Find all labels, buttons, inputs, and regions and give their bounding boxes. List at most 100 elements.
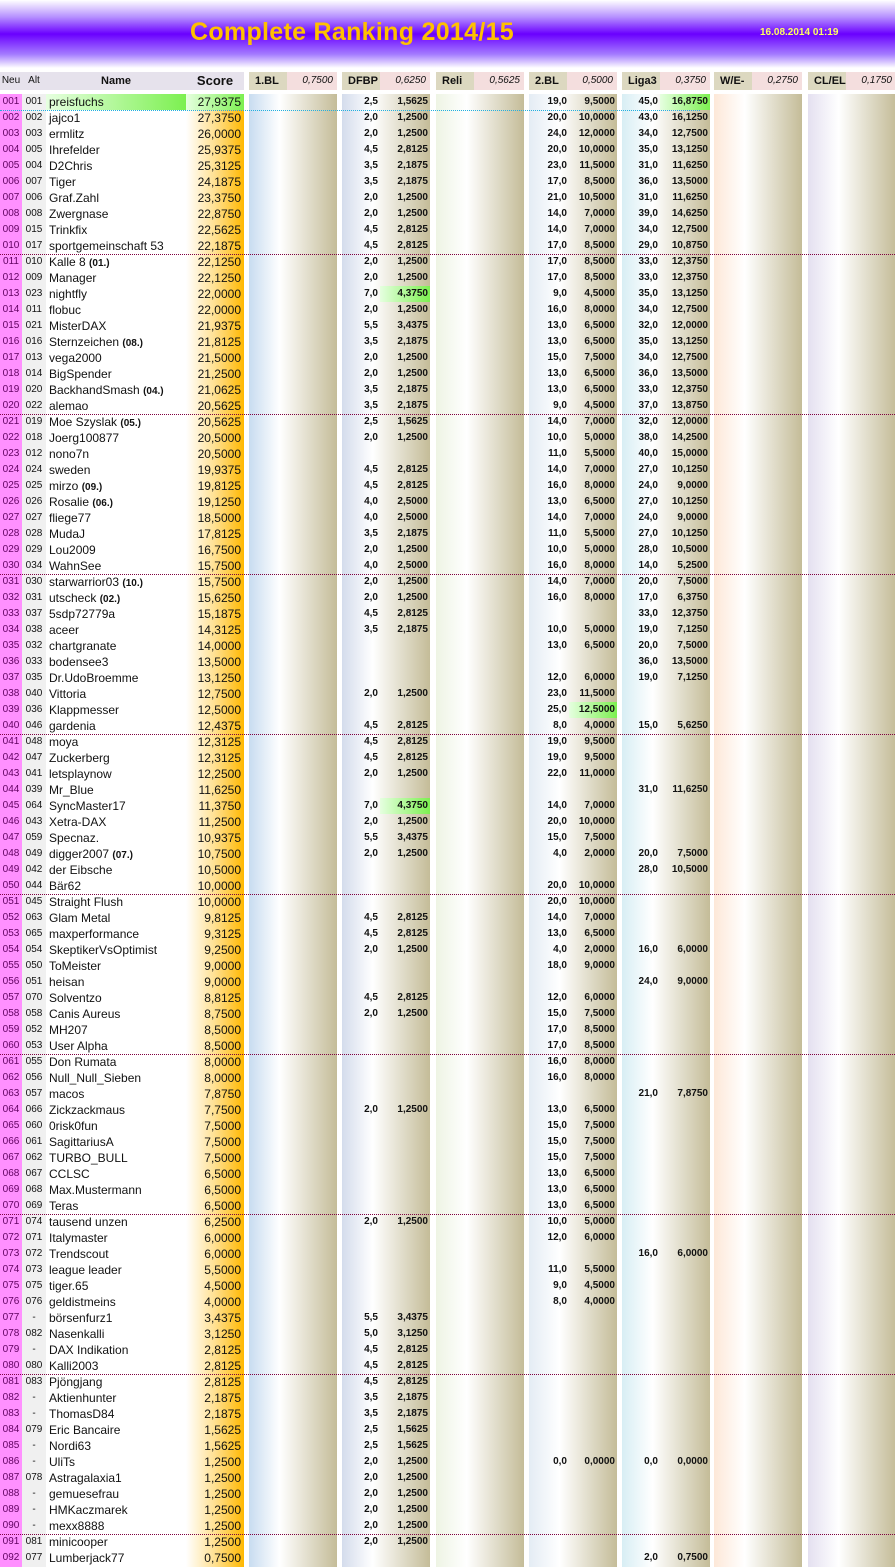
- table-row[interactable]: 016 016 Sternzeichen (08.) 21,8125 3,5 2,1875…: [0, 334, 895, 350]
- table-row[interactable]: 051 045 Straight Flush 10,0000 20,0 10,0000: [0, 894, 895, 910]
- table-row[interactable]: 010 017 sportgemeinschaft 53 22,1875 4,5 2,8…: [0, 238, 895, 254]
- table-row[interactable]: 019 020 BackhandSmash (04.) 21,0625 3,5 2,187…: [0, 382, 895, 398]
- table-row[interactable]: 061 055 Don Rumata 8,0000 16,0 8,0000: [0, 1054, 895, 1070]
- table-row[interactable]: 059 052 MH207 8,5000 17,0 8,5000: [0, 1022, 895, 1038]
- bl2-points: 16,0: [547, 1072, 567, 1083]
- table-row[interactable]: 067 062 TURBO_BULL 7,5000 15,0 7,5000: [0, 1150, 895, 1166]
- table-row[interactable]: 081 083 Pjöngjang 2,8125 4,5 2,8125: [0, 1374, 895, 1390]
- table-row[interactable]: 045 064 SyncMaster17 11,3750 7,0 4,3750 14,0 7…: [0, 798, 895, 814]
- table-row[interactable]: 080 080 Kalli2003 2,8125 4,5 2,8125: [0, 1358, 895, 1374]
- liga3-value: [660, 1438, 710, 1454]
- table-row[interactable]: 091 081 minicooper 1,2500 2,0 1,2500: [0, 1534, 895, 1550]
- table-row[interactable]: 065 060 0risk0fun 7,5000 15,0 7,5000: [0, 1118, 895, 1134]
- table-row[interactable]: 082 - Aktienhunter 2,1875 3,5 2,1875: [0, 1390, 895, 1406]
- table-row[interactable]: 070 069 Teras 6,5000 13,0 6,5000: [0, 1198, 895, 1214]
- table-row[interactable]: 034 038 aceer 14,3125 3,5 2,1875 10,0 5,0000 19…: [0, 622, 895, 638]
- table-row[interactable]: 044 039 Mr_Blue 11,6250 31,0 11,6250: [0, 782, 895, 798]
- table-row[interactable]: 052 063 Glam Metal 9,8125 4,5 2,8125 14,0 7,00…: [0, 910, 895, 926]
- table-row[interactable]: 040 046 gardenia 12,4375 4,5 2,8125 8,0 4,0000…: [0, 718, 895, 734]
- table-row[interactable]: 064 066 Zickzackmaus 7,7500 2,0 1,2500 13,0 6,…: [0, 1102, 895, 1118]
- table-row[interactable]: 086 - UliTs 1,2500 2,0 1,2500 0,0 0,0000 0,0 0,0…: [0, 1454, 895, 1470]
- table-row[interactable]: 021 019 Moe Szyslak (05.) 20,5625 2,5 1,5625 1…: [0, 414, 895, 430]
- table-row[interactable]: 030 034 WahnSee 15,7500 4,0 2,5000 16,0 8,0000…: [0, 558, 895, 574]
- table-row[interactable]: 004 005 Ihrefelder 25,9375 4,5 2,8125 20,0 10,…: [0, 142, 895, 158]
- table-row[interactable]: 071 074 tausend unzen 6,2500 2,0 1,2500 10,0 5…: [0, 1214, 895, 1230]
- table-row[interactable]: 006 007 Tiger 24,1875 3,5 2,1875 17,0 8,5000 36…: [0, 174, 895, 190]
- table-row[interactable]: 001 001 preisfuchs 27,9375 2,5 1,5625 19,0 9,5…: [0, 94, 895, 110]
- table-row[interactable]: 012 009 Manager 22,1250 2,0 1,2500 17,0 8,5000…: [0, 270, 895, 286]
- table-row[interactable]: 009 015 Trinkfix 22,5625 4,5 2,8125 14,0 7,000…: [0, 222, 895, 238]
- table-row[interactable]: 079 - DAX Indikation 2,8125 4,5 2,8125: [0, 1342, 895, 1358]
- table-row[interactable]: 054 054 SkeptikerVsOptimist 9,2500 2,0 1,250…: [0, 942, 895, 958]
- table-row[interactable]: 002 002 jajco1 27,3750 2,0 1,2500 20,0 10,0000…: [0, 110, 895, 126]
- table-row[interactable]: 025 025 mirzo (09.) 19,8125 4,5 2,8125 16,0 8,0…: [0, 478, 895, 494]
- table-row[interactable]: 050 044 Bär62 10,0000 20,0 10,0000: [0, 878, 895, 894]
- table-row[interactable]: 060 053 User Alpha 8,5000 17,0 8,5000: [0, 1038, 895, 1054]
- table-row[interactable]: 055 050 ToMeister 9,0000 18,0 9,0000: [0, 958, 895, 974]
- rank-old: 031: [25, 592, 43, 603]
- table-row[interactable]: 005 004 D2Chris 25,3125 3,5 2,1875 23,0 11,500…: [0, 158, 895, 174]
- table-row[interactable]: 062 056 Null_Null_Sieben 8,0000 16,0 8,0000: [0, 1070, 895, 1086]
- table-row[interactable]: 020 022 alemao 20,5625 3,5 2,1875 9,0 4,5000 37…: [0, 398, 895, 414]
- bl2-value: 8,0000: [584, 1072, 615, 1083]
- table-row[interactable]: 037 035 Dr.UdoBroemme 13,1250 12,0 6,0000 19,…: [0, 670, 895, 686]
- table-row[interactable]: 013 023 nightfly 22,0000 7,0 4,3750 9,0 4,5000…: [0, 286, 895, 302]
- bl2-points: 17,0: [547, 1024, 567, 1035]
- table-row[interactable]: 007 006 Graf.Zahl 23,3750 2,0 1,2500 21,0 10,5…: [0, 190, 895, 206]
- table-row[interactable]: 024 024 sweden 19,9375 4,5 2,8125 14,0 7,0000 2…: [0, 462, 895, 478]
- table-row[interactable]: 066 061 SagittariusA 7,5000 15,0 7,5000: [0, 1134, 895, 1150]
- table-row[interactable]: 014 011 flobuc 22,0000 2,0 1,2500 16,0 8,0000 3…: [0, 302, 895, 318]
- table-row[interactable]: 033 037 5sdp72779a 15,1875 4,5 2,8125 33,0 12,…: [0, 606, 895, 622]
- table-row[interactable]: 092 077 Lumberjack77 0,7500 2,0 0,7500: [0, 1550, 895, 1566]
- table-row[interactable]: 039 036 Klappmesser 12,5000 25,0 12,5000: [0, 702, 895, 718]
- table-row[interactable]: 085 - Nordi63 1,5625 2,5 1,5625: [0, 1438, 895, 1454]
- table-row[interactable]: 008 008 Zwergnase 22,8750 2,0 1,2500 14,0 7,00…: [0, 206, 895, 222]
- table-row[interactable]: 048 049 digger2007 (07.) 10,7500 2,0 1,2500 4,…: [0, 846, 895, 862]
- table-row[interactable]: 078 082 Nasenkalli 3,1250 5,0 3,1250: [0, 1326, 895, 1342]
- table-row[interactable]: 035 032 chartgranate 14,0000 13,0 6,5000 20,0…: [0, 638, 895, 654]
- table-row[interactable]: 038 040 Vittoria 12,7500 2,0 1,2500 23,0 11,50…: [0, 686, 895, 702]
- table-row[interactable]: 041 048 moya 12,3125 4,5 2,8125 19,0 9,5000: [0, 734, 895, 750]
- table-row[interactable]: 072 071 Italymaster 6,0000 12,0 6,0000: [0, 1230, 895, 1246]
- table-row[interactable]: 076 076 geldistmeins 4,0000 8,0 4,0000: [0, 1294, 895, 1310]
- table-row[interactable]: 036 033 bodensee3 13,5000 36,0 13,5000: [0, 654, 895, 670]
- table-row[interactable]: 087 078 Astragalaxia1 1,2500 2,0 1,2500: [0, 1470, 895, 1486]
- table-row[interactable]: 074 073 league leader 5,5000 11,0 5,5000: [0, 1262, 895, 1278]
- player-name: Mr_Blue: [46, 782, 186, 798]
- table-row[interactable]: 023 012 nono7n 20,5000 11,0 5,5000 40,0 15,000…: [0, 446, 895, 462]
- table-row[interactable]: 068 067 CCLSC 6,5000 13,0 6,5000: [0, 1166, 895, 1182]
- table-row[interactable]: 015 021 MisterDAX 21,9375 5,5 3,4375 13,0 6,50…: [0, 318, 895, 334]
- table-row[interactable]: 042 047 Zuckerberg 12,3125 4,5 2,8125 19,0 9,5…: [0, 750, 895, 766]
- table-row[interactable]: 028 028 MudaJ 17,8125 3,5 2,1875 11,0 5,5000 27…: [0, 526, 895, 542]
- table-row[interactable]: 049 042 der Eibsche 10,5000 28,0 10,5000: [0, 862, 895, 878]
- table-row[interactable]: 043 041 letsplaynow 12,2500 2,0 1,2500 22,0 11…: [0, 766, 895, 782]
- table-row[interactable]: 069 068 Max.Mustermann 6,5000 13,0 6,5000: [0, 1182, 895, 1198]
- table-row[interactable]: 047 059 Specnaz. 10,9375 5,5 3,4375 15,0 7,500…: [0, 830, 895, 846]
- table-row[interactable]: 075 075 tiger.65 4,5000 9,0 4,5000: [0, 1278, 895, 1294]
- table-row[interactable]: 063 057 macos 7,8750 21,0 7,8750: [0, 1086, 895, 1102]
- table-row[interactable]: 017 013 vega2000 21,5000 2,0 1,2500 15,0 7,500…: [0, 350, 895, 366]
- table-row[interactable]: 073 072 Trendscout 6,0000 16,0 6,0000: [0, 1246, 895, 1262]
- table-row[interactable]: 018 014 BigSpender 21,2500 2,0 1,2500 13,0 6,5…: [0, 366, 895, 382]
- table-row[interactable]: 046 043 Xetra-DAX 11,2500 2,0 1,2500 20,0 10,0…: [0, 814, 895, 830]
- table-row[interactable]: 089 - HMKaczmarek 1,2500 2,0 1,2500: [0, 1502, 895, 1518]
- table-row[interactable]: 003 003 ermlitz 26,0000 2,0 1,2500 24,0 12,000…: [0, 126, 895, 142]
- table-row[interactable]: 053 065 maxperformance 9,3125 4,5 2,8125 13,0…: [0, 926, 895, 942]
- table-row[interactable]: 022 018 Joerg100877 20,5000 2,0 1,2500 10,0 5,…: [0, 430, 895, 446]
- table-row[interactable]: 031 030 starwarrior03 (10.) 15,7500 2,0 1,250…: [0, 574, 895, 590]
- table-row[interactable]: 027 027 fliege77 18,5000 4,0 2,5000 14,0 7,000…: [0, 510, 895, 526]
- table-row[interactable]: 090 - mexx8888 1,2500 2,0 1,2500: [0, 1518, 895, 1534]
- table-row[interactable]: 029 029 Lou2009 16,7500 2,0 1,2500 10,0 5,0000…: [0, 542, 895, 558]
- table-row[interactable]: 056 051 heisan 9,0000 24,0 9,0000: [0, 974, 895, 990]
- table-row[interactable]: 088 - gemuesefrau 1,2500 2,0 1,2500: [0, 1486, 895, 1502]
- dfbp-value: 2,1875: [397, 1392, 428, 1403]
- table-row[interactable]: 083 - ThomasD84 2,1875 3,5 2,1875: [0, 1406, 895, 1422]
- table-row[interactable]: 077 - börsenfurz1 3,4375 5,5 3,4375: [0, 1310, 895, 1326]
- table-row[interactable]: 084 079 Eric Bancaire 1,5625 2,5 1,5625: [0, 1422, 895, 1438]
- table-row[interactable]: 058 058 Canis Aureus 8,7500 2,0 1,2500 15,0 7,…: [0, 1006, 895, 1022]
- table-row[interactable]: 057 070 Solventzo 8,8125 4,5 2,8125 12,0 6,000…: [0, 990, 895, 1006]
- dfbp-value: 2,8125: [397, 480, 428, 491]
- table-row[interactable]: 026 026 Rosalie (06.) 19,1250 4,0 2,5000 13,0 6…: [0, 494, 895, 510]
